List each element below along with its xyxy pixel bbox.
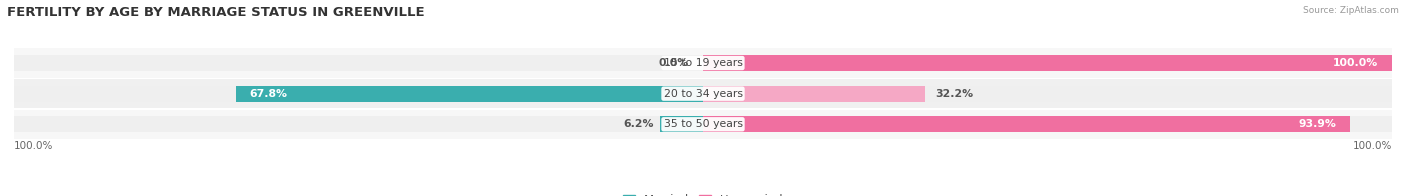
Text: 32.2%: 32.2% [935,89,973,99]
Bar [14,55,1392,71]
Bar [236,86,703,102]
Bar [703,86,925,102]
Text: 6.2%: 6.2% [623,119,654,129]
Bar [661,116,703,132]
Bar [14,110,1392,139]
Text: 67.8%: 67.8% [250,89,288,99]
Bar [14,79,1392,108]
Text: 100.0%: 100.0% [1353,141,1392,151]
Bar [14,116,1392,132]
Bar [703,55,1392,71]
Bar [14,48,1392,78]
Legend: Married, Unmarried: Married, Unmarried [619,189,787,196]
Text: 35 to 50 years: 35 to 50 years [664,119,742,129]
Text: 15 to 19 years: 15 to 19 years [664,58,742,68]
Text: 0.0%: 0.0% [659,58,689,68]
Text: FERTILITY BY AGE BY MARRIAGE STATUS IN GREENVILLE: FERTILITY BY AGE BY MARRIAGE STATUS IN G… [7,6,425,19]
Text: 93.9%: 93.9% [1298,119,1336,129]
Bar [14,86,1392,102]
Bar [703,116,1350,132]
Text: 100.0%: 100.0% [1333,58,1378,68]
Text: 20 to 34 years: 20 to 34 years [664,89,742,99]
Text: 100.0%: 100.0% [14,141,53,151]
Text: Source: ZipAtlas.com: Source: ZipAtlas.com [1303,6,1399,15]
